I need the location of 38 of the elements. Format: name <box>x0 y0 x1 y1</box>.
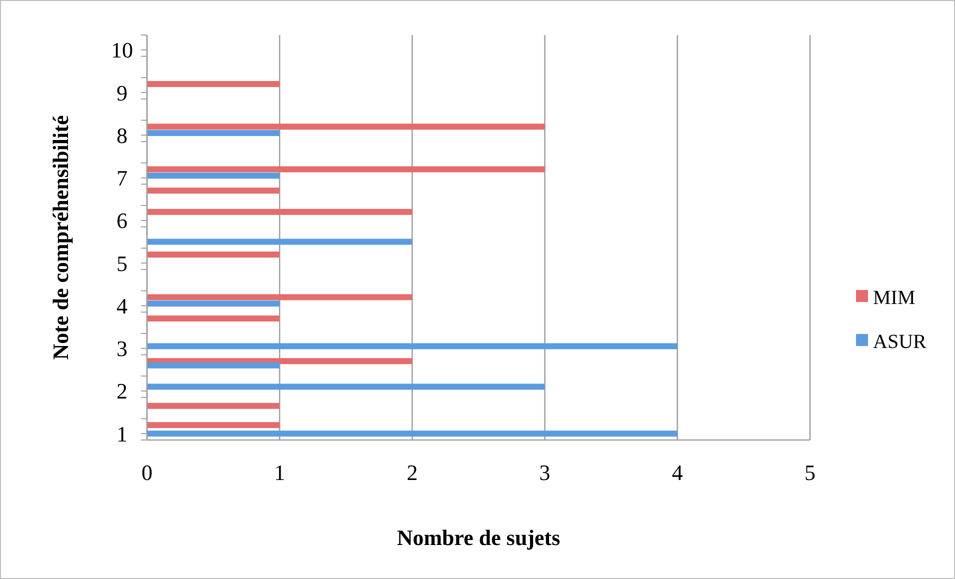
bar <box>147 362 280 368</box>
y-tick-label: 10 <box>111 38 133 63</box>
bar <box>147 208 412 215</box>
bar <box>147 402 280 409</box>
y-tick-label: 7 <box>116 166 128 191</box>
bar <box>147 430 678 437</box>
bar <box>147 124 545 130</box>
legend-label: MIM <box>873 287 916 309</box>
y-tick-label: 3 <box>116 336 128 362</box>
x-axis-title: Nombre de sujets <box>396 525 561 550</box>
x-tick-label: 4 <box>672 460 683 485</box>
y-axis-title: Note de compréhensibilité <box>48 115 73 360</box>
bar <box>147 238 412 245</box>
bar <box>147 166 545 172</box>
bar <box>147 172 280 179</box>
x-tick-label: 5 <box>804 460 816 485</box>
y-tick-label: 8 <box>116 122 128 148</box>
x-tick-label: 0 <box>142 460 152 485</box>
bar <box>147 130 280 136</box>
y-tick-label: 1 <box>116 421 128 446</box>
y-tick-label: 4 <box>116 293 128 318</box>
bar <box>147 252 280 258</box>
bar <box>147 316 280 322</box>
y-tick-label: 2 <box>116 378 128 404</box>
bar <box>147 384 545 390</box>
y-tick-label: 9 <box>116 80 128 106</box>
bar <box>147 422 280 428</box>
y-tick-label: 6 <box>116 208 128 234</box>
x-tick-label: 3 <box>539 460 550 485</box>
bar <box>147 343 678 350</box>
x-tick-label: 2 <box>406 460 418 485</box>
x-tick-label: 1 <box>274 460 286 485</box>
legend-label: ASUR <box>873 331 928 353</box>
y-tick-label: 5 <box>116 250 128 276</box>
bar <box>147 81 280 88</box>
bar <box>147 294 412 300</box>
bar <box>147 188 280 194</box>
bar <box>147 300 280 307</box>
